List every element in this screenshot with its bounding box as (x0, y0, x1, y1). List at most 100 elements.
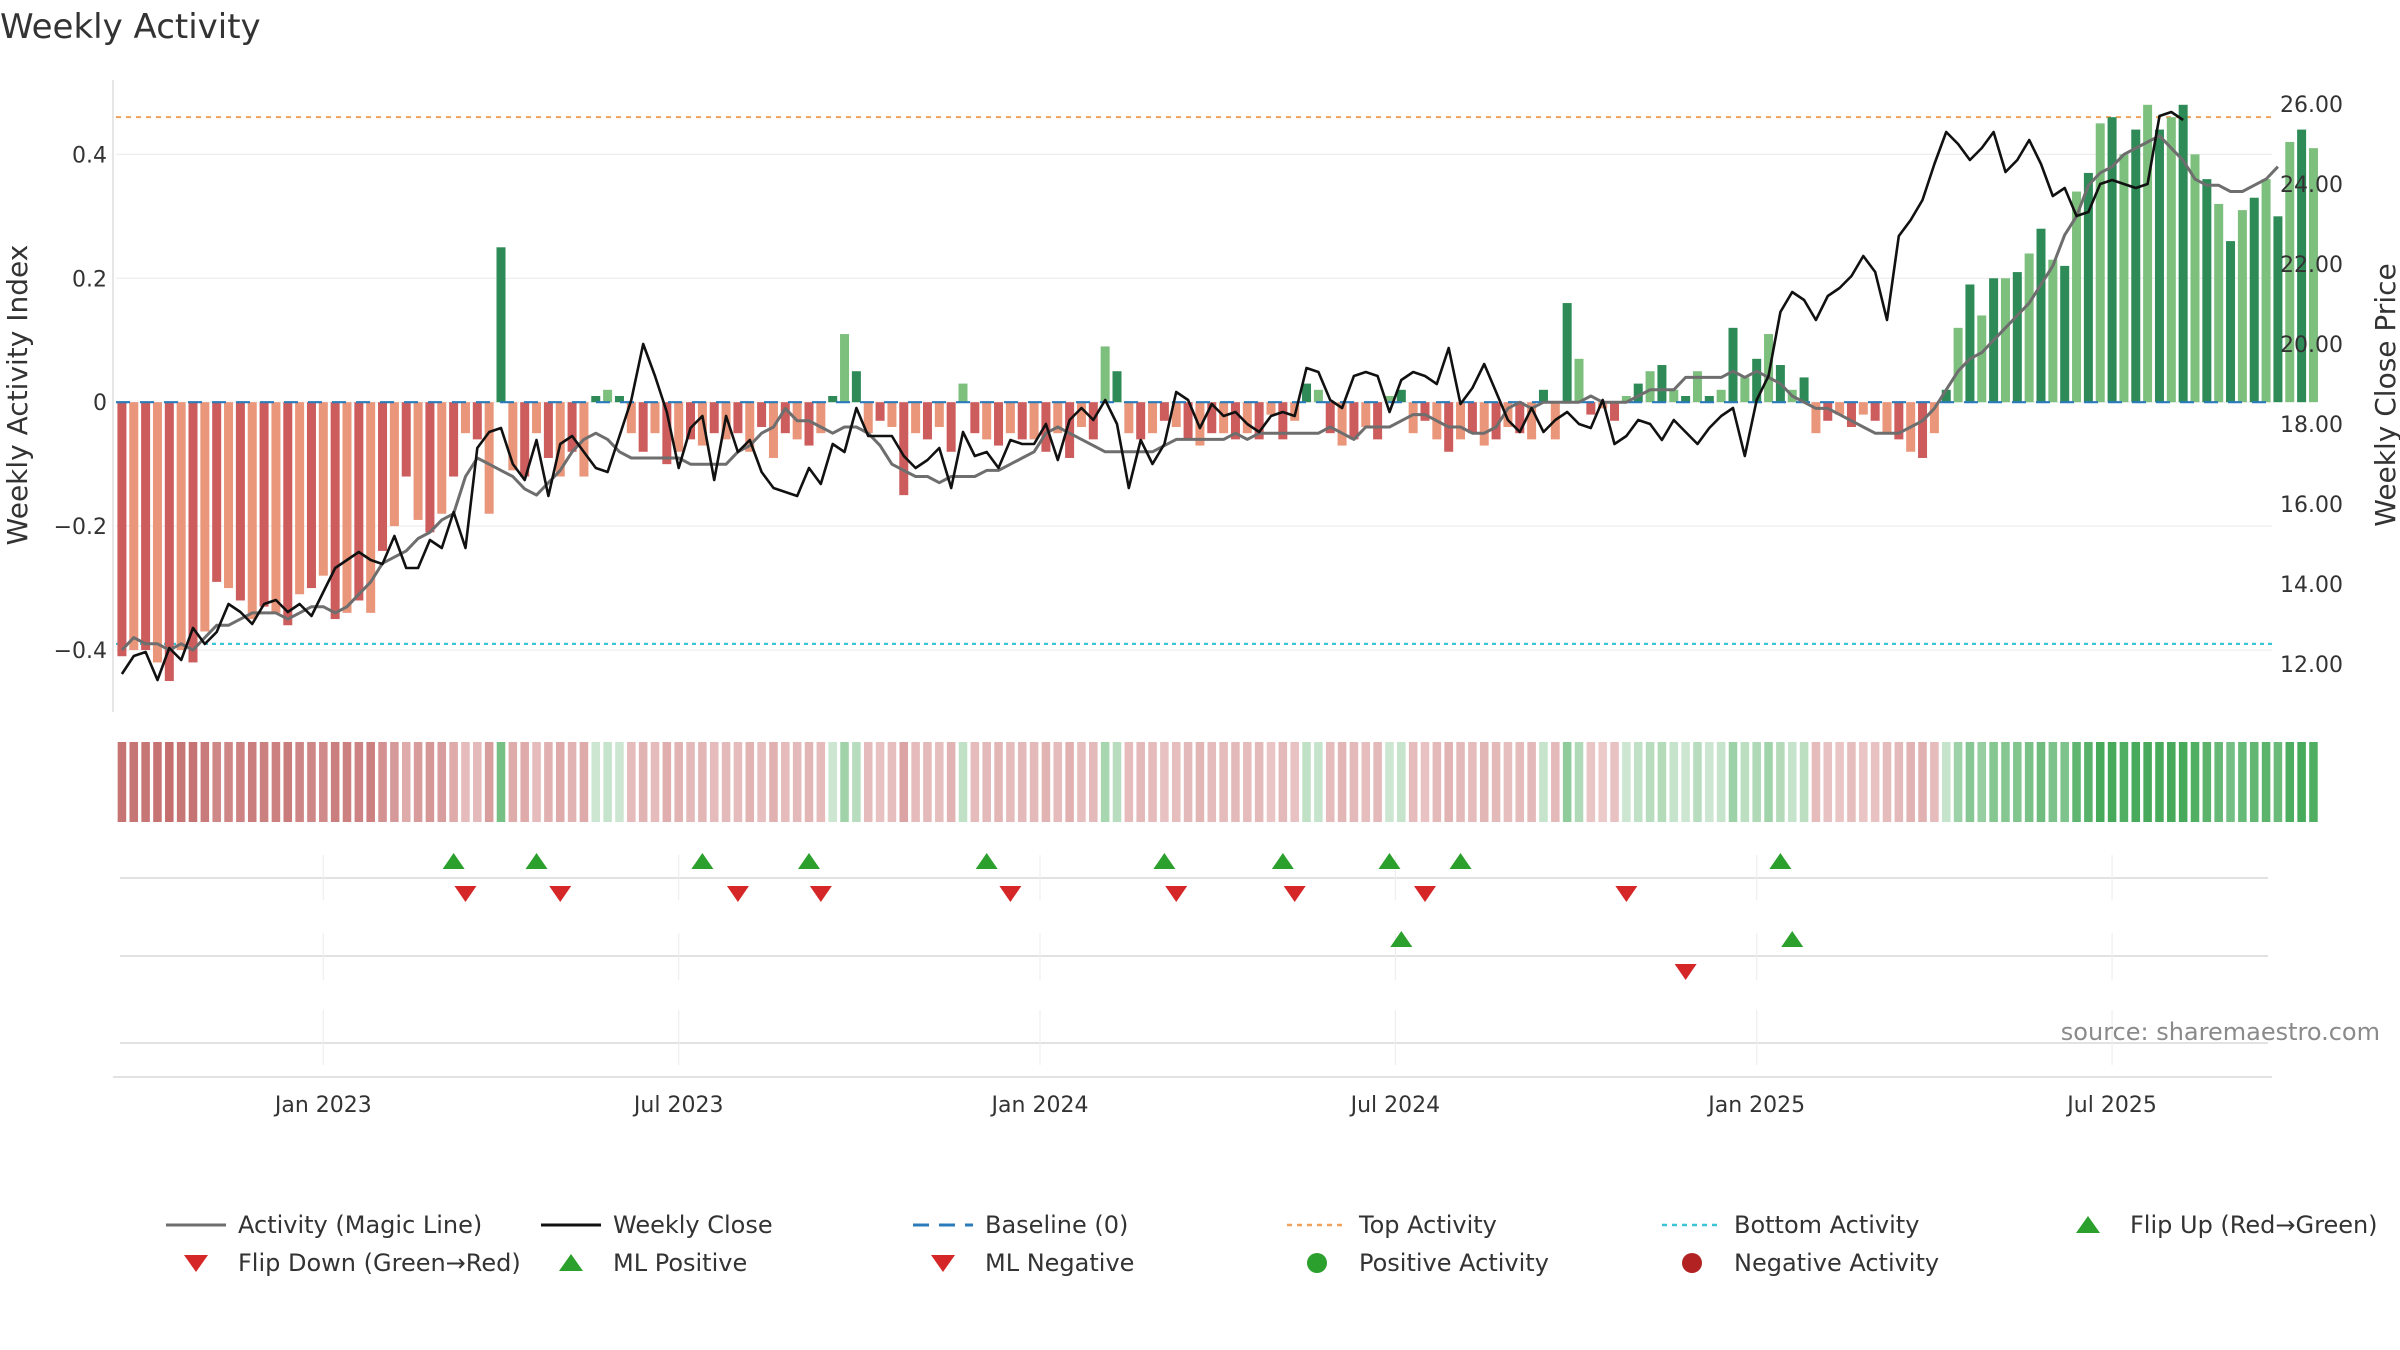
activity-bar (1136, 402, 1146, 440)
heat-cell (1847, 742, 1856, 822)
flip-up-marker (798, 853, 820, 869)
activity-bar (1692, 371, 1702, 403)
ml-positive-marker (1390, 931, 1413, 947)
legend-label: Positive Activity (1359, 1249, 1549, 1277)
heat-cell (484, 742, 494, 822)
flip-down-marker (1414, 886, 1436, 902)
activity-bar (1373, 402, 1383, 440)
heat-cell (1965, 742, 1975, 822)
flip-down-marker (809, 886, 832, 902)
activity-bar (674, 402, 684, 452)
activity-bar (283, 402, 293, 626)
heat-cell (1420, 742, 1430, 822)
heat-cell (1894, 742, 1904, 822)
activity-bar (129, 402, 139, 651)
activity-bar (141, 402, 151, 651)
heat-cell (1645, 742, 1655, 822)
heat-cell (2214, 742, 2223, 822)
heat-cell (1953, 742, 1963, 822)
activity-bar (295, 402, 305, 595)
heat-cell (1859, 742, 1868, 822)
activity-bar (1740, 377, 1750, 403)
heat-cell (1361, 742, 1371, 822)
heat-cell (508, 742, 518, 822)
left-tick-label: 0 (93, 391, 107, 416)
activity-bar (2154, 129, 2164, 403)
activity-bar (828, 396, 838, 403)
activity-bar (768, 402, 778, 458)
heat-cell (1562, 742, 1572, 822)
activity-bar (117, 402, 127, 657)
heat-cell (1705, 742, 1714, 822)
activity-bar (1669, 389, 1679, 403)
heat-cell (544, 742, 553, 822)
heat-cell (627, 742, 636, 822)
activity-bar (1918, 402, 1928, 458)
activity-bar (2273, 216, 2283, 403)
heat-cell (982, 742, 991, 822)
heat-cell (1444, 742, 1453, 822)
x-tick-label: Jan 2023 (273, 1093, 372, 1118)
activity-bar (899, 402, 909, 496)
heat-cell (579, 742, 589, 822)
legend-item: ML Negative (931, 1249, 1134, 1277)
activity-bar (354, 402, 364, 601)
heat-cell (1906, 742, 1915, 822)
heat-cell (840, 742, 849, 822)
right-tick-label: 18.00 (2280, 413, 2343, 438)
activity-bar (1977, 315, 1987, 403)
flip-up-marker (1378, 853, 1401, 869)
heat-cell (496, 742, 506, 822)
heat-cell (354, 742, 364, 822)
heat-cell (1278, 742, 1288, 822)
activity-bar (958, 383, 968, 403)
activity-bar (2107, 117, 2117, 403)
heat-cell (1314, 742, 1323, 822)
heat-cell (733, 742, 743, 822)
heat-cell (781, 742, 790, 822)
heat-cell (816, 742, 826, 822)
activity-bar (1017, 402, 1027, 440)
activity-bar (2131, 129, 2141, 403)
activity-bar (1230, 402, 1240, 440)
heat-cell (1539, 742, 1548, 822)
activity-bar (982, 402, 992, 440)
heat-cell (129, 742, 139, 822)
flip-up-marker (525, 853, 548, 869)
activity-bar (401, 402, 411, 477)
legend-swatch-dot (1307, 1253, 1327, 1273)
legend-label: ML Negative (985, 1249, 1134, 1277)
activity-bar (1408, 402, 1418, 434)
flip-up-marker (1153, 853, 1176, 869)
heat-cell (1918, 742, 1927, 822)
activity-bar (840, 334, 850, 403)
legend-label: Baseline (0) (985, 1211, 1128, 1239)
activity-bar (851, 371, 861, 403)
activity-bar (1313, 389, 1323, 403)
heat-cell (1787, 742, 1797, 822)
activity-bar (532, 402, 542, 434)
activity-bar (330, 402, 340, 620)
legend-item: Positive Activity (1307, 1249, 1549, 1277)
heat-cell (662, 742, 672, 822)
flip-up-marker (975, 853, 998, 869)
heat-cell (1041, 742, 1051, 822)
heat-cell (259, 742, 269, 822)
heat-cell (1408, 742, 1418, 822)
heat-cell (970, 742, 980, 822)
heat-cell (2095, 742, 2105, 822)
heat-cell (1598, 742, 1607, 822)
heat-cell (1290, 742, 1299, 822)
flip-up-marker (691, 853, 714, 869)
activity-bar (1207, 402, 1217, 434)
activity-bar (1515, 402, 1525, 434)
heat-cell (330, 742, 340, 822)
legend-label: Activity (Magic Line) (238, 1211, 482, 1239)
activity-bar (342, 402, 352, 613)
heat-cell (1693, 742, 1702, 822)
legend-swatch-dot (1682, 1253, 1702, 1273)
activity-bar (1586, 402, 1596, 415)
activity-bar (875, 402, 885, 421)
x-tick-label: Jan 2024 (990, 1093, 1089, 1118)
activity-bar (887, 402, 897, 427)
